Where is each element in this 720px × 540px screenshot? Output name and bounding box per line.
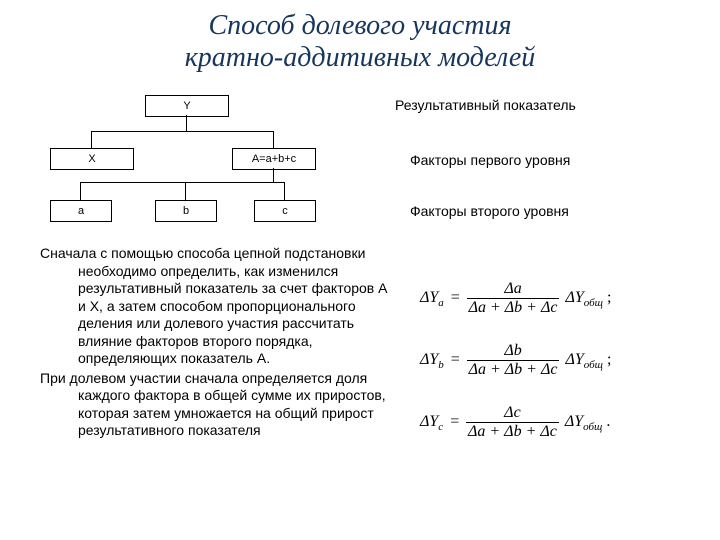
slide-title: Способ долевого участия кратно-аддитивны…: [0, 10, 720, 74]
node-X-label: X: [88, 153, 95, 165]
formula-row-c: ΔYc=ΔcΔa + Δb + ΔcΔYобщ.: [420, 404, 610, 441]
formula-row-a: ΔYa=ΔaΔa + Δb + ΔcΔYобщ;: [420, 280, 611, 317]
title-line-1: Способ долевого участия: [208, 10, 511, 41]
formula-row-b: ΔYb=ΔbΔa + Δb + ΔcΔYобщ;: [420, 342, 611, 379]
connector-line: [186, 115, 187, 131]
paragraph-1: Сначала с помощью способа цепной подстан…: [40, 245, 390, 368]
node-a: a: [50, 200, 112, 222]
node-c: c: [254, 200, 316, 222]
node-Y: Y: [145, 95, 229, 117]
node-c-label: c: [282, 205, 288, 217]
paragraph-2: При долевом участии сначала определяется…: [40, 370, 390, 440]
body-paragraphs: Сначала с помощью способа цепной подстан…: [40, 245, 390, 442]
title-line-2: кратно-аддитивных моделей: [185, 42, 536, 73]
node-X: X: [50, 148, 134, 170]
node-Y-label: Y: [183, 100, 190, 112]
connector-line: [91, 131, 92, 148]
connector-line: [185, 182, 186, 200]
connector-line: [284, 182, 285, 200]
connector-line: [273, 131, 274, 148]
node-b: b: [155, 200, 217, 222]
row-label-level1: Факторы первого уровня: [410, 152, 570, 168]
row-label-level2: Факторы второго уровня: [410, 203, 569, 219]
connector-line: [80, 182, 284, 183]
connector-line: [273, 168, 274, 182]
row-label-result: Результативный показатель: [395, 97, 576, 113]
connector-line: [91, 131, 273, 132]
node-a-label: a: [78, 205, 84, 217]
connector-line: [80, 182, 81, 200]
node-A: A=a+b+c: [232, 148, 316, 170]
node-b-label: b: [183, 205, 189, 217]
node-A-label: A=a+b+c: [252, 153, 296, 165]
